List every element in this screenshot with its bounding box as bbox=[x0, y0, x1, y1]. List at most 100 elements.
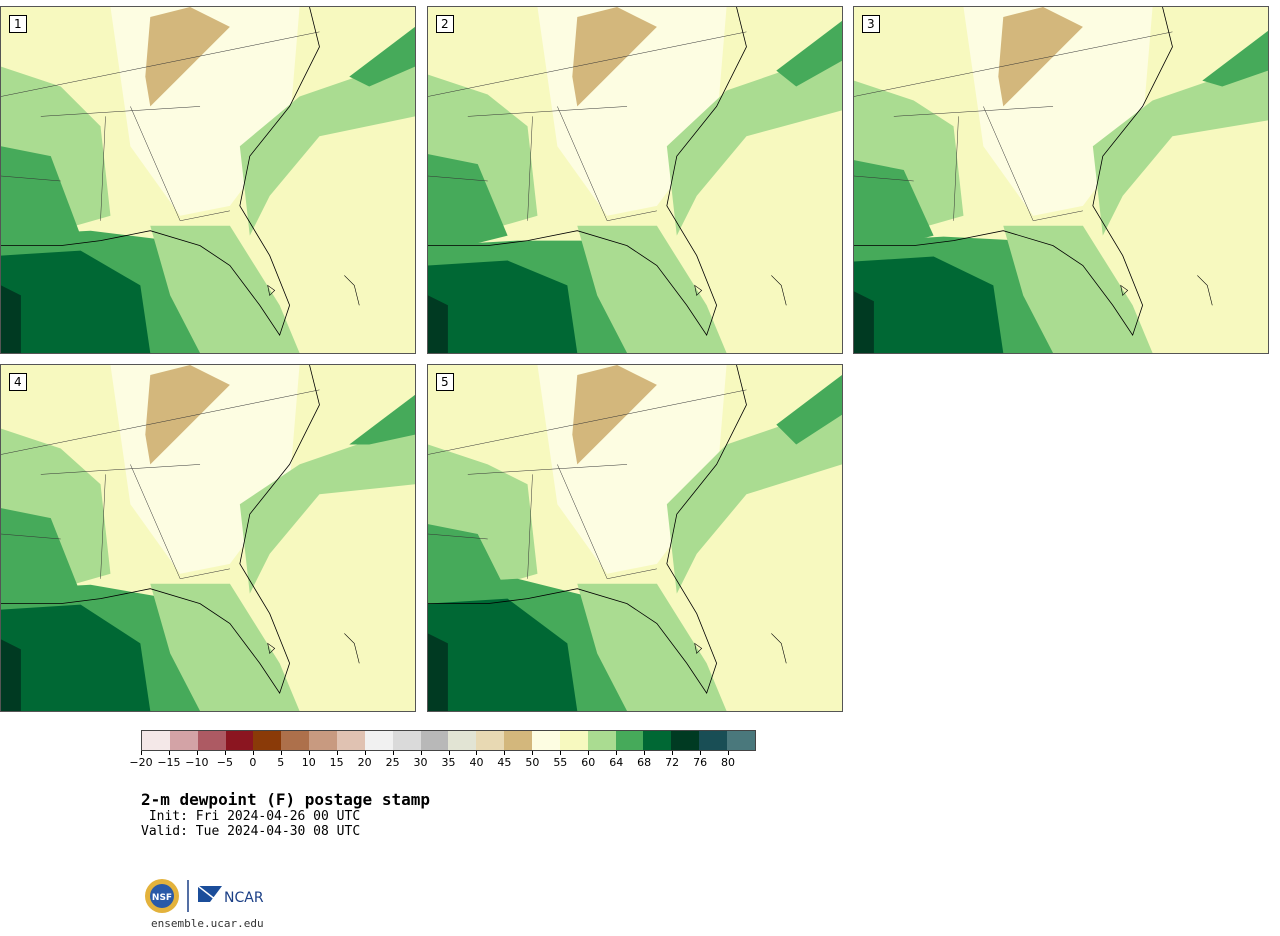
colorbar-tick-label: 80 bbox=[721, 756, 736, 769]
dewpoint-map bbox=[854, 7, 1268, 353]
coastline bbox=[1, 365, 320, 695]
colorbar-swatch bbox=[142, 731, 170, 750]
dewpoint-field-45 bbox=[145, 365, 230, 465]
colorbar-swatch bbox=[169, 731, 198, 750]
colorbar-tick-label: 50 bbox=[525, 756, 540, 769]
dewpoint-field-45 bbox=[998, 7, 1083, 107]
colorbar-tick-label: −20 bbox=[129, 756, 153, 769]
colorbar-swatch bbox=[448, 731, 477, 750]
colorbar-tick bbox=[168, 751, 170, 755]
dewpoint-field-60 bbox=[150, 225, 300, 353]
dewpoint-field-45 bbox=[572, 365, 657, 465]
colorbar-tick bbox=[224, 751, 226, 755]
dewpoint-field-60 bbox=[150, 583, 300, 711]
ncar-logo-text: NCAR bbox=[224, 890, 264, 906]
colorbar-tick bbox=[364, 751, 366, 755]
colorbar-tick-label: 0 bbox=[249, 756, 257, 769]
dewpoint-field-60 bbox=[1092, 60, 1268, 236]
colorbar-swatch bbox=[337, 731, 365, 750]
colorbar-tick-label: 30 bbox=[413, 756, 428, 769]
site-url: ensemble.ucar.edu bbox=[151, 917, 264, 930]
dewpoint-field-64 bbox=[349, 394, 415, 445]
coastline bbox=[854, 7, 1173, 337]
dewpoint-field-72 bbox=[428, 633, 448, 711]
dewpoint-field-64 bbox=[776, 374, 842, 445]
dewpoint-field-72 bbox=[1, 285, 21, 353]
colorbar-tick bbox=[252, 751, 254, 755]
init-time: Init: Fri 2024-04-26 00 UTC bbox=[141, 809, 361, 824]
colorbar-tick bbox=[672, 751, 674, 755]
colorbar-swatch bbox=[643, 731, 672, 750]
dewpoint-field-60 bbox=[577, 583, 727, 711]
plot-title: 2-m dewpoint (F) postage stamp bbox=[141, 790, 430, 809]
dewpoint-map bbox=[1, 365, 415, 711]
colorbar-tick bbox=[504, 751, 506, 755]
dewpoint-field-72 bbox=[1, 639, 21, 711]
coastline bbox=[1, 7, 320, 337]
colorbar-tick bbox=[392, 751, 394, 755]
member-panel-3: 3 bbox=[853, 6, 1269, 354]
panel-label: 3 bbox=[862, 15, 880, 33]
colorbar-tick bbox=[280, 751, 282, 755]
dewpoint-field-64 bbox=[428, 154, 508, 256]
dewpoint-field-60 bbox=[666, 404, 842, 594]
coastline bbox=[428, 7, 747, 337]
dewpoint-map bbox=[428, 7, 842, 353]
dewpoint-field-68 bbox=[428, 260, 578, 353]
colorbar-swatch bbox=[587, 731, 616, 750]
colorbar-tick bbox=[141, 751, 142, 755]
colorbar-tick bbox=[588, 751, 590, 755]
colorbar-swatch bbox=[225, 731, 254, 750]
dewpoint-field-45 bbox=[145, 7, 230, 107]
dewpoint-field-60 bbox=[239, 424, 415, 594]
colorbar-swatch bbox=[476, 731, 505, 750]
colorbar-tick bbox=[700, 751, 702, 755]
dewpoint-field-45 bbox=[572, 7, 657, 107]
colorbar-tick-label: −10 bbox=[185, 756, 209, 769]
colorbar-tick-label: 35 bbox=[441, 756, 456, 769]
dewpoint-field-72 bbox=[428, 295, 448, 353]
dewpoint-field-68 bbox=[428, 598, 578, 711]
colorbar-swatch bbox=[253, 731, 282, 750]
member-panel-5: 5 bbox=[427, 364, 843, 712]
colorbar-tick-label: 15 bbox=[329, 756, 344, 769]
coastline bbox=[428, 365, 747, 695]
colorbar-tick-label: −5 bbox=[216, 756, 233, 769]
ncar-logo-icon: NCAR bbox=[197, 885, 264, 906]
logo-group: NSF NCAR bbox=[144, 876, 274, 916]
colorbar-tick bbox=[308, 751, 310, 755]
colorbar-ticks: −20 −15 −10 −5 0 5 10 15 20 25 30 35 40 45 50 55 60 64 68 7… bbox=[129, 751, 756, 771]
colorbar-tick-label: 5 bbox=[277, 756, 285, 769]
colorbar-swatch bbox=[364, 731, 393, 750]
colorbar-tick-label: 55 bbox=[553, 756, 568, 769]
colorbar-tick-label: 45 bbox=[497, 756, 512, 769]
colorbar-tick bbox=[476, 751, 478, 755]
dewpoint-field-60 bbox=[577, 225, 727, 353]
colorbar-swatch bbox=[197, 731, 226, 750]
member-panel-2: 2 bbox=[427, 6, 843, 354]
colorbar-swatch bbox=[504, 731, 533, 750]
state-border bbox=[1, 389, 320, 580]
dewpoint-colorbar bbox=[141, 730, 756, 751]
colorbar-tick-label: −15 bbox=[157, 756, 181, 769]
colorbar-tick-label: 25 bbox=[385, 756, 400, 769]
colorbar-swatch bbox=[281, 731, 310, 750]
dewpoint-field-68 bbox=[1, 604, 151, 711]
state-border bbox=[428, 389, 747, 580]
member-panel-4: 4 bbox=[0, 364, 416, 712]
panel-label: 1 bbox=[9, 15, 27, 33]
valid-time: Valid: Tue 2024-04-30 08 UTC bbox=[141, 824, 361, 839]
colorbar-swatch bbox=[309, 731, 338, 750]
dewpoint-field-68 bbox=[1, 250, 151, 353]
dewpoint-field-64 bbox=[1202, 30, 1268, 87]
member-panel-1: 1 bbox=[0, 6, 416, 354]
colorbar-tick-label: 72 bbox=[665, 756, 680, 769]
panel-label: 2 bbox=[436, 15, 454, 33]
colorbar-tick-label: 64 bbox=[609, 756, 624, 769]
colorbar-swatch bbox=[615, 731, 644, 750]
nsf-logo-icon: NSF bbox=[145, 879, 179, 913]
island-outline bbox=[267, 633, 360, 664]
colorbar-tick bbox=[196, 751, 198, 755]
state-border bbox=[854, 31, 1173, 222]
colorbar-tick bbox=[616, 751, 618, 755]
